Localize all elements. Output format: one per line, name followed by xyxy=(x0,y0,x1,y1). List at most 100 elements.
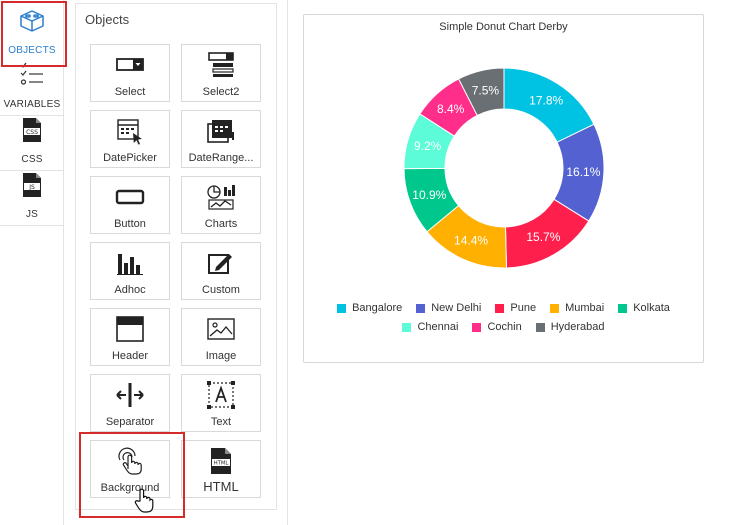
legend-label: Kolkata xyxy=(633,302,670,314)
custom-edit-icon xyxy=(182,249,260,277)
rail-item-label: JS xyxy=(25,209,39,220)
tile-label: Custom xyxy=(202,284,240,296)
tile-label: DateRange... xyxy=(188,152,254,164)
legend-swatch xyxy=(618,303,628,313)
tile-daterange[interactable]: DateRange... xyxy=(181,110,261,168)
adhoc-bars-icon xyxy=(91,249,169,277)
html-file-icon: HTML xyxy=(182,447,260,475)
header-icon xyxy=(91,315,169,343)
tile-label: Background xyxy=(100,482,160,494)
legend-item-chennai[interactable]: Chennai xyxy=(402,321,458,333)
touch-icon xyxy=(91,447,169,475)
select2-icon xyxy=(182,51,260,79)
legend-label: New Delhi xyxy=(431,302,482,314)
tile-image[interactable]: Image xyxy=(181,308,261,366)
legend-swatch xyxy=(402,322,412,332)
legend-item-kolkata[interactable]: Kolkata xyxy=(618,302,670,314)
tile-custom[interactable]: Custom xyxy=(181,242,261,300)
chart-legend-row-2: Chennai Cochin Hyderabad xyxy=(304,321,703,333)
rail-item-js[interactable]: JS JS xyxy=(0,172,64,226)
daterange-icon xyxy=(182,117,260,145)
tile-datepicker[interactable]: DatePicker xyxy=(90,110,170,168)
objects-panel: Objects Select Select2 DatePicker DateRa… xyxy=(75,3,277,510)
js-badge: JS xyxy=(28,184,35,191)
panel-title: Objects xyxy=(85,12,130,27)
tile-label: Button xyxy=(114,218,146,230)
tile-text[interactable]: Text xyxy=(181,374,261,432)
legend-swatch xyxy=(495,303,505,313)
tile-select2[interactable]: Select2 xyxy=(181,44,261,102)
legend-swatch xyxy=(337,303,347,313)
tile-header[interactable]: Header xyxy=(90,308,170,366)
tile-button[interactable]: Button xyxy=(90,176,170,234)
legend-item-mumbai[interactable]: Mumbai xyxy=(550,302,604,314)
chart-legend-row-1: Bangalore New Delhi Pune Mumbai Kolkata xyxy=(304,302,703,314)
rail-item-objects[interactable]: OBJECTS xyxy=(0,3,64,65)
rail-item-variables[interactable]: VARIABLES xyxy=(0,62,64,116)
legend-item-cochin[interactable]: Cochin xyxy=(472,321,522,333)
checklist-icon xyxy=(19,62,45,91)
js-file-icon: JS xyxy=(21,172,43,203)
css-badge: CSS xyxy=(26,129,38,136)
separator-icon xyxy=(91,381,169,409)
left-rail: OBJECTS VARIABLES CSS xyxy=(0,0,64,525)
tile-adhoc[interactable]: Adhoc xyxy=(90,242,170,300)
legend-label: Pune xyxy=(510,302,537,314)
cube-icon xyxy=(17,8,47,39)
tile-label: Select xyxy=(114,86,146,98)
legend-label: Cochin xyxy=(487,321,522,333)
tile-select[interactable]: Select xyxy=(90,44,170,102)
button-icon xyxy=(91,183,169,211)
legend-item-bangalore[interactable]: Bangalore xyxy=(337,302,402,314)
tile-label: Separator xyxy=(105,416,155,428)
tile-background[interactable]: Background xyxy=(90,440,170,498)
legend-label: Chennai xyxy=(417,321,459,333)
donut-data-label: 15.7% xyxy=(526,230,560,244)
tile-separator[interactable]: Separator xyxy=(90,374,170,432)
content-divider xyxy=(287,0,288,525)
html-badge: HTML xyxy=(214,461,229,467)
tile-label: HTML xyxy=(203,479,239,494)
donut-slice-hyderabad[interactable] xyxy=(457,67,505,117)
text-icon xyxy=(182,381,260,409)
tile-label: Header xyxy=(111,350,149,362)
tile-label: Image xyxy=(205,350,237,362)
tile-label: Charts xyxy=(204,218,238,230)
tile-label: Adhoc xyxy=(114,284,146,296)
donut-data-label: 7.5% xyxy=(472,84,500,98)
tile-html[interactable]: HTML HTML xyxy=(181,440,261,498)
tile-label: Select2 xyxy=(202,86,240,98)
donut-data-label: 9.2% xyxy=(414,139,442,153)
rail-item-label: VARIABLES xyxy=(3,99,61,110)
image-icon xyxy=(182,315,260,343)
legend-swatch xyxy=(416,303,426,313)
legend-swatch xyxy=(535,322,545,332)
donut-data-label: 14.4% xyxy=(454,233,488,247)
donut-data-label: 8.4% xyxy=(437,102,465,116)
rail-item-css[interactable]: CSS CSS xyxy=(0,117,64,171)
hand-pointer-cursor-icon xyxy=(134,488,154,519)
donut-chart: 17.8% 16.1% 15.7% 14.4% 10.9% 9.2% 8.4% 7.5% xyxy=(403,67,605,269)
tile-label: Text xyxy=(210,416,232,428)
select-icon xyxy=(91,51,169,79)
donut-chart-card[interactable]: Simple Donut Chart Derby 17.8% 16.1% 15.7%… xyxy=(303,14,704,363)
charts-icon xyxy=(182,183,260,211)
legend-swatch xyxy=(472,322,482,332)
rail-item-label: CSS xyxy=(21,154,43,165)
tile-charts[interactable]: Charts xyxy=(181,176,261,234)
legend-item-hyderabad[interactable]: Hyderabad xyxy=(535,321,605,333)
donut-data-label: 10.9% xyxy=(412,188,446,202)
legend-swatch xyxy=(550,303,560,313)
donut-data-label: 16.1% xyxy=(566,165,600,179)
chart-title: Simple Donut Chart Derby xyxy=(439,21,568,33)
legend-label: Mumbai xyxy=(565,302,605,314)
css-file-icon: CSS xyxy=(21,117,43,148)
donut-data-label: 17.8% xyxy=(529,94,563,108)
calendar-icon xyxy=(91,117,169,145)
rail-item-label: OBJECTS xyxy=(8,45,56,56)
legend-item-pune[interactable]: Pune xyxy=(495,302,536,314)
tile-label: DatePicker xyxy=(103,152,157,164)
legend-label: Hyderabad xyxy=(550,321,605,333)
legend-item-new-delhi[interactable]: New Delhi xyxy=(416,302,481,314)
legend-label: Bangalore xyxy=(352,302,403,314)
